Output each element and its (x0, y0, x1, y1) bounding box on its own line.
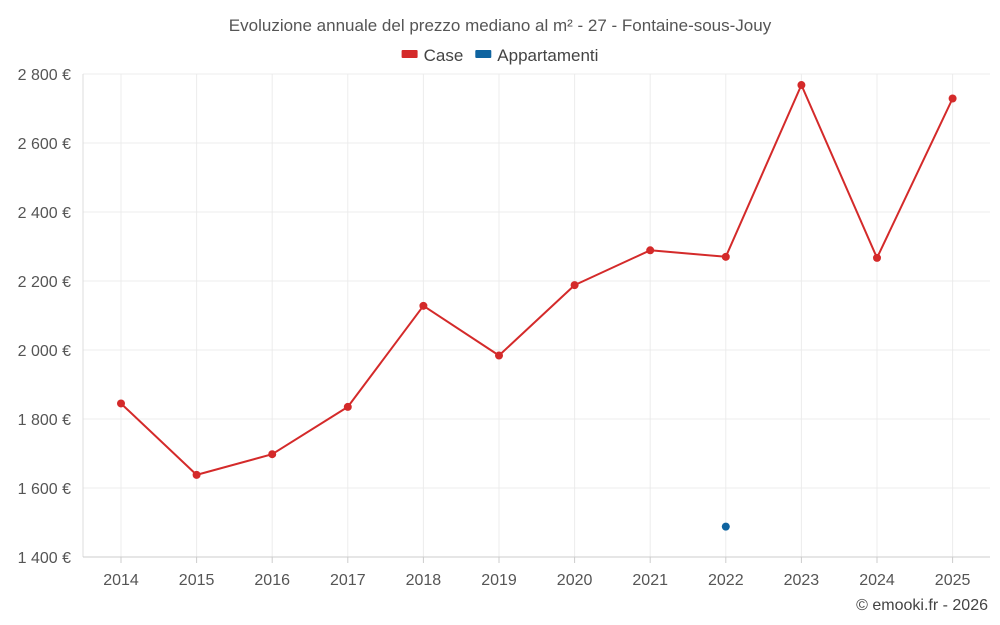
y-tick-label: 2 600 € (18, 136, 71, 153)
legend-swatch (475, 50, 492, 58)
legend-swatch (401, 50, 418, 58)
data-point-case (948, 94, 957, 103)
y-tick-label: 1 800 € (18, 412, 71, 429)
data-point-appartamenti (721, 522, 730, 531)
x-tick-label: 2025 (935, 572, 971, 589)
series-line-case (120, 84, 954, 476)
data-point-case (192, 470, 201, 479)
legend: Case Appartamenti (401, 46, 598, 65)
x-tick-label: 2024 (859, 572, 895, 589)
chart-title: Evoluzione annuale del prezzo mediano al… (229, 16, 772, 35)
data-point-case (117, 399, 125, 408)
x-tick-label: 2023 (784, 572, 820, 589)
x-tick-label: 2020 (557, 572, 593, 589)
y-tick-label: 2 800 € (18, 67, 71, 84)
legend-label: Case (424, 46, 464, 65)
y-tick-label: 1 600 € (18, 481, 71, 498)
x-tick-label: 2021 (632, 572, 668, 589)
y-tick-label: 2 200 € (18, 274, 71, 291)
data-point-case (495, 351, 503, 360)
credit-text: © emooki.fr - 2026 (856, 597, 988, 614)
x-tick-label: 2015 (179, 572, 215, 589)
data-point-case (268, 450, 277, 459)
series-layer (117, 81, 957, 531)
data-point-case (570, 281, 579, 290)
x-tick-label: 2016 (254, 572, 290, 589)
y-tick-label: 2 400 € (18, 205, 71, 222)
grid-lines (83, 73, 990, 557)
x-tick-label: 2018 (406, 572, 442, 589)
legend-label: Appartamenti (497, 46, 598, 65)
legend-item: Appartamenti (475, 46, 598, 65)
x-tick-label: 2022 (708, 572, 744, 589)
x-tick-label: 2017 (330, 572, 366, 589)
data-point-case (797, 81, 806, 90)
data-point-case (873, 253, 881, 262)
data-point-case (343, 402, 352, 411)
y-tick-label: 2 000 € (18, 343, 71, 360)
y-tick-label: 1 400 € (18, 550, 71, 567)
axes: 1 400 € 1 600 € 1 800 € 2 000 € 2 200 € 2 400… (18, 67, 990, 589)
x-tick-label: 2014 (103, 572, 139, 589)
x-tick-label: 2019 (481, 572, 517, 589)
data-point-case (721, 252, 730, 261)
data-point-case (419, 301, 428, 310)
data-point-case (646, 246, 655, 255)
legend-item: Case (401, 46, 464, 65)
